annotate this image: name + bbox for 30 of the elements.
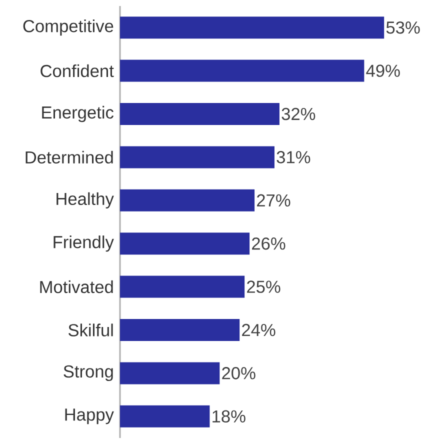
bar — [120, 60, 364, 82]
bar — [120, 103, 280, 125]
data-label: 26% — [252, 237, 286, 250]
y-tick-label: Confident — [40, 64, 114, 78]
y-tick-label: Healthy — [56, 192, 114, 208]
bar — [120, 405, 210, 428]
bar — [120, 276, 245, 298]
y-tick-label: Motivated — [40, 280, 113, 294]
y-tick-label: Happy — [65, 408, 114, 424]
data-label: 20% — [222, 367, 256, 380]
y-tick-label: Energetic — [42, 106, 114, 122]
bar — [120, 16, 384, 39]
bar — [120, 232, 250, 255]
data-label: 32% — [282, 108, 316, 120]
bar — [120, 146, 274, 168]
bar — [120, 362, 220, 384]
y-tick-label: Skilful — [68, 324, 113, 336]
data-label: 53% — [386, 21, 420, 34]
y-tick-label: Competitive — [23, 20, 114, 36]
data-label: 18% — [212, 410, 246, 423]
y-tick-label: Strong — [64, 365, 113, 382]
data-label: 27% — [257, 194, 290, 207]
data-label: 49% — [366, 64, 400, 77]
y-tick-label: Determined — [26, 150, 113, 164]
bar — [120, 189, 255, 212]
bar — [120, 319, 240, 341]
data-label: 24% — [242, 324, 276, 336]
data-label: 31% — [276, 151, 310, 164]
y-tick-label: Friendly — [54, 236, 114, 252]
data-label: 25% — [247, 280, 280, 293]
